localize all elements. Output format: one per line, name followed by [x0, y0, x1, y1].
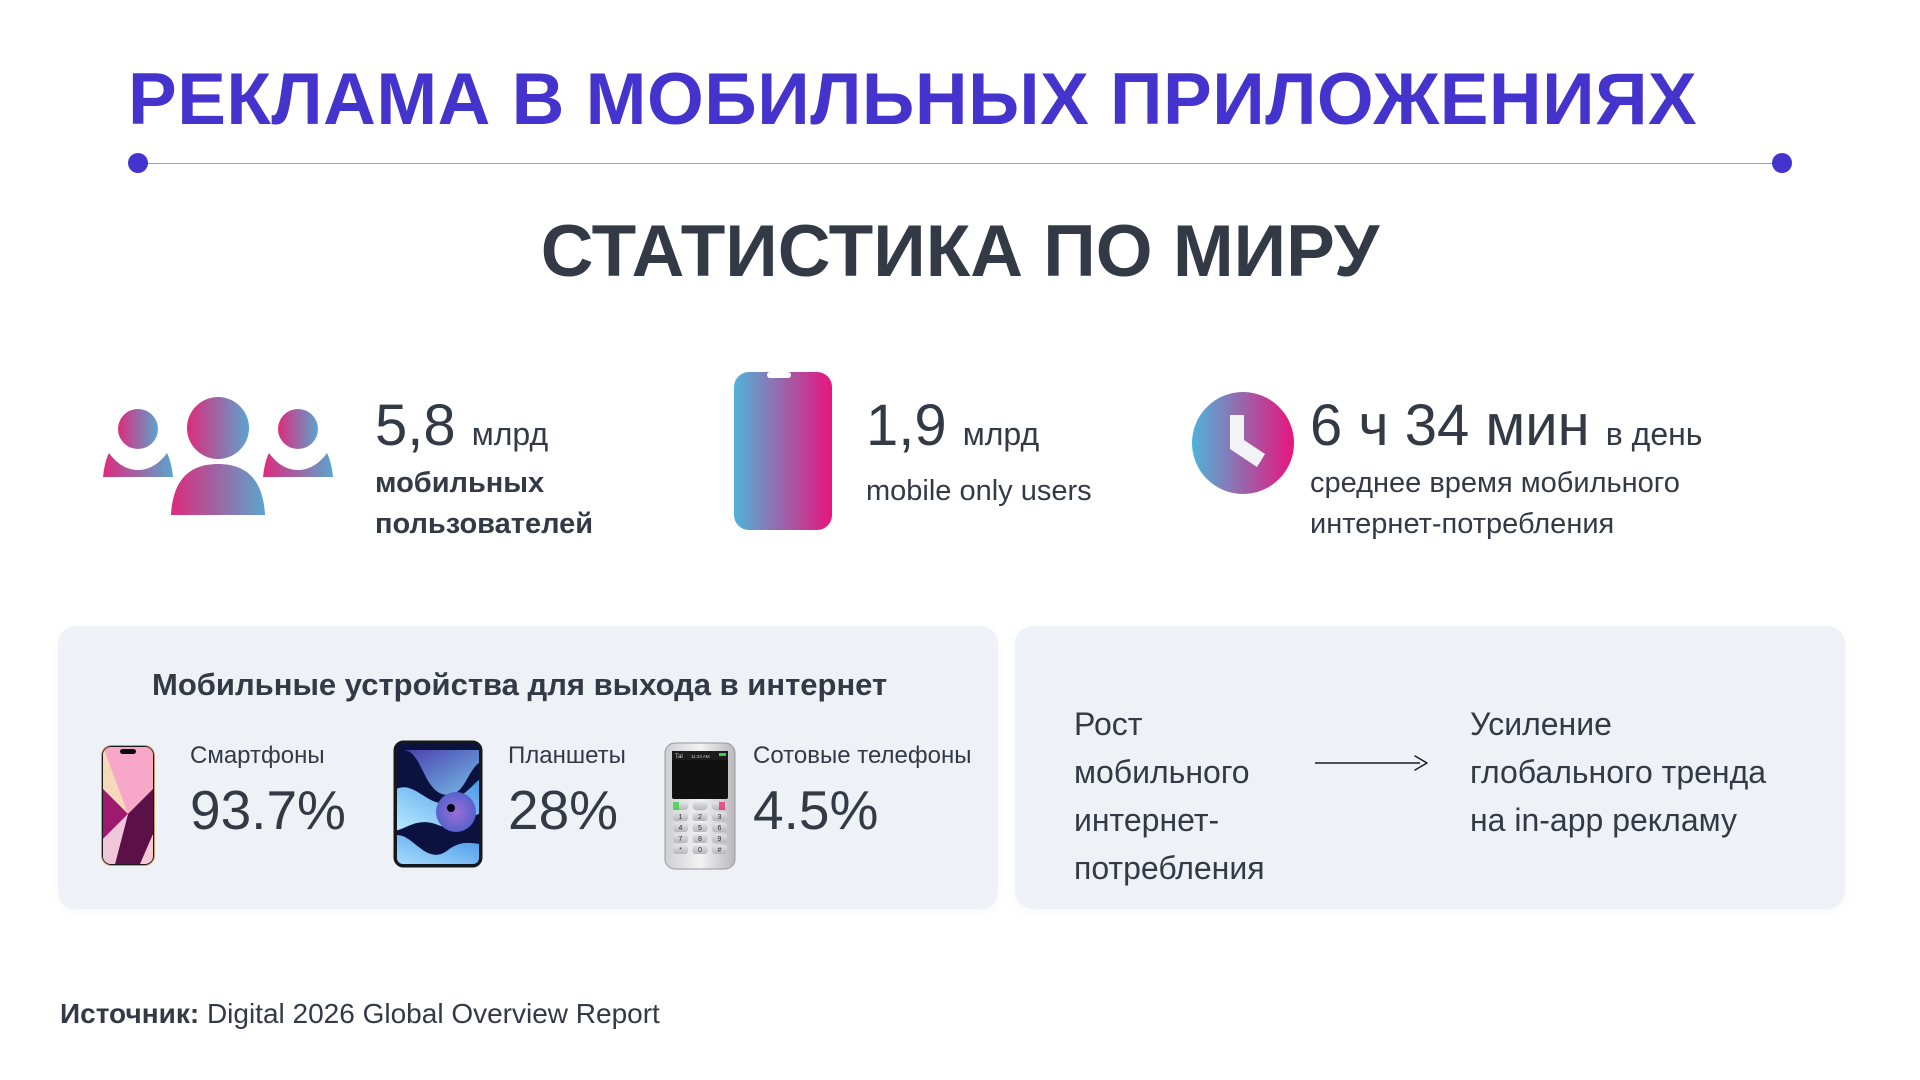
svg-text:2: 2: [698, 814, 702, 821]
svg-text:1: 1: [679, 814, 683, 821]
svg-text:5: 5: [698, 825, 702, 832]
svg-text:*: *: [679, 847, 682, 854]
svg-text:11:23 AM: 11:23 AM: [691, 754, 710, 759]
svg-text:4: 4: [679, 825, 683, 832]
svg-text:3: 3: [718, 814, 722, 821]
svg-text:#: #: [718, 847, 722, 854]
svg-text:Tal: Tal: [675, 754, 683, 760]
svg-text:6: 6: [718, 825, 722, 832]
svg-text:8: 8: [698, 836, 702, 843]
svg-text:7: 7: [679, 836, 683, 843]
svg-text:9: 9: [718, 836, 722, 843]
svg-text:0: 0: [698, 847, 702, 854]
